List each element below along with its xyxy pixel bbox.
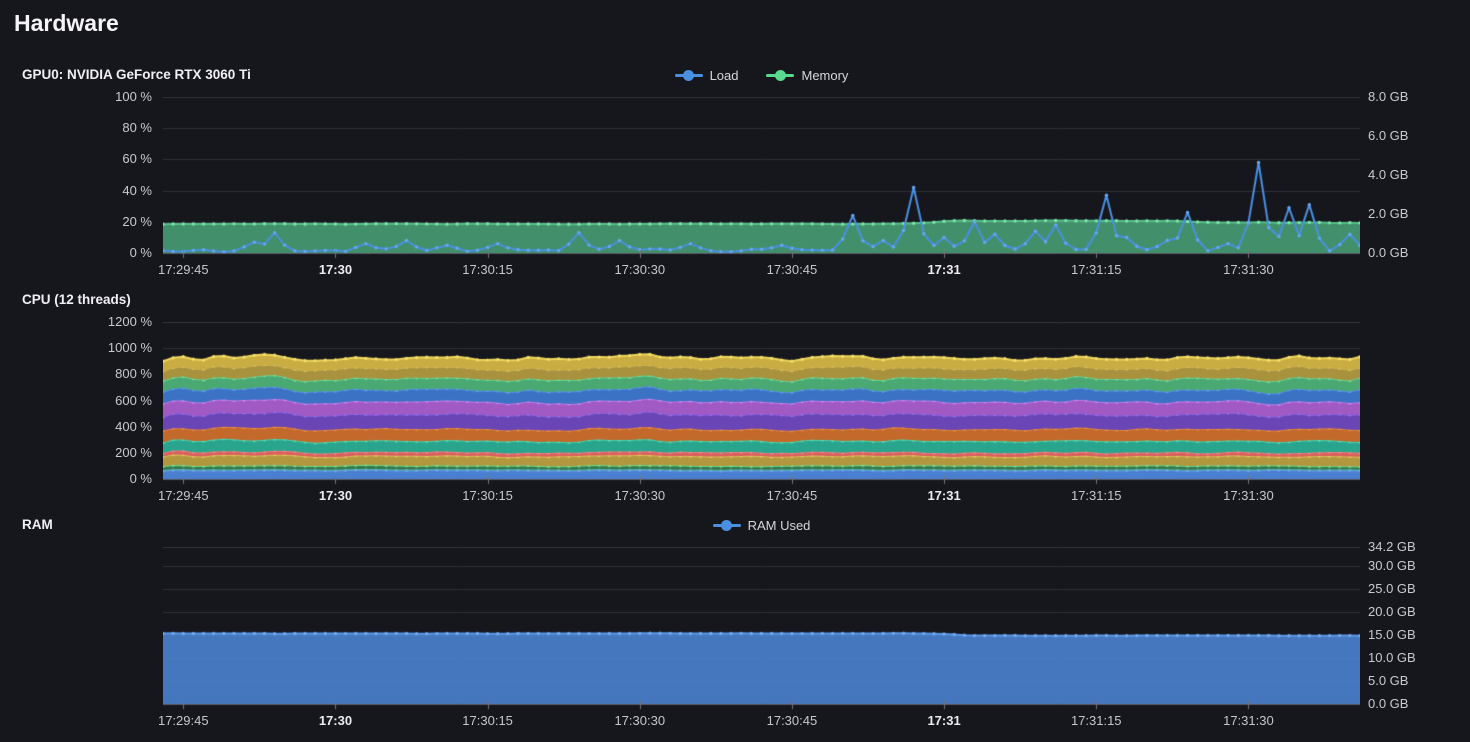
y-axis-label-left: 600 %	[115, 392, 152, 408]
legend-item-ram-used[interactable]: RAM Used	[712, 517, 811, 533]
cpu-chart-title: CPU (12 threads)	[22, 292, 131, 307]
y-axis-label-left: 40 %	[122, 182, 152, 198]
y-axis-label-left: 0 %	[129, 245, 152, 260]
y-axis-label-left: 60 %	[122, 151, 152, 167]
x-axis-label: 17:30:45	[766, 488, 818, 503]
y-axis-label-left: 400 %	[115, 418, 152, 434]
y-axis-label-right: 8.0 GB	[1368, 89, 1409, 104]
x-axis-label: 17:31	[927, 488, 961, 503]
x-axis-label: 17:29:45	[157, 262, 209, 277]
cpu-chart-canvas[interactable]	[163, 322, 1360, 485]
legend-label: Load	[709, 67, 739, 83]
ram-chart-title: RAM	[22, 517, 53, 532]
x-axis-label: 17:29:45	[157, 713, 209, 728]
x-axis-label: 17:31	[927, 262, 961, 277]
y-axis-label-right: 30.0 GB	[1368, 558, 1416, 574]
x-axis-label: 17:31:15	[1070, 262, 1122, 277]
y-axis-label-left: 100 %	[115, 89, 152, 104]
y-axis-label-right: 5.0 GB	[1368, 673, 1409, 689]
y-axis-label-right: 15.0 GB	[1368, 627, 1416, 643]
y-axis-label-left: 1200 %	[107, 314, 152, 329]
y-axis-label-right: 10.0 GB	[1368, 650, 1416, 666]
gpu-legend: Load Memory	[163, 66, 1360, 84]
legend-item-load[interactable]: Load	[674, 67, 739, 83]
y-axis-label-right: 20.0 GB	[1368, 604, 1416, 620]
ram-chart-canvas[interactable]	[163, 547, 1360, 710]
legend-marker-icon	[712, 519, 741, 531]
x-axis-label: 17:31:30	[1223, 713, 1274, 728]
gpu-chart-title: GPU0: NVIDIA GeForce RTX 3060 Ti	[22, 67, 251, 82]
x-axis-label: 17:31:30	[1223, 262, 1274, 277]
x-axis-label: 17:30:15	[462, 262, 513, 277]
gpu-chart-canvas[interactable]	[163, 97, 1360, 259]
x-axis-label: 17:29:45	[157, 488, 209, 503]
legend-label: Memory	[801, 67, 849, 83]
page-title: Hardware	[14, 10, 119, 36]
x-axis-label: 17:31:30	[1223, 488, 1274, 503]
y-axis-label-right: 6.0 GB	[1368, 128, 1409, 143]
x-axis-label: 17:30:45	[766, 262, 818, 277]
y-axis-label-left: 200 %	[115, 444, 152, 460]
x-axis-label: 17:30:45	[766, 713, 818, 728]
y-axis-label-left: 80 %	[122, 120, 152, 136]
y-axis-label-right: 0.0 GB	[1368, 245, 1409, 260]
y-axis-label-right: 0.0 GB	[1368, 696, 1409, 711]
y-axis-label-right: 34.2 GB	[1368, 539, 1416, 554]
legend-marker-icon	[766, 69, 795, 81]
x-axis-label: 17:30	[318, 488, 353, 503]
legend-item-memory[interactable]: Memory	[766, 68, 848, 83]
y-axis-label-right: 25.0 GB	[1368, 581, 1416, 597]
x-axis-label: 17:31	[927, 713, 961, 728]
legend-marker-icon	[674, 69, 703, 81]
y-axis-label-left: 800 %	[115, 366, 152, 382]
y-axis-label-left: 20 %	[122, 213, 152, 229]
x-axis-label: 17:30	[318, 713, 353, 728]
x-axis-label: 17:31:15	[1070, 713, 1122, 728]
x-axis-label: 17:30:15	[462, 488, 513, 503]
y-axis-label-left: 0 %	[129, 471, 152, 486]
x-axis-label: 17:30	[318, 262, 353, 277]
x-axis-label: 17:30:30	[614, 262, 666, 277]
y-axis-label-left: 1000 %	[107, 340, 152, 356]
x-axis-label: 17:30:30	[614, 488, 666, 503]
x-axis-label: 17:30:15	[462, 713, 513, 728]
x-axis-label: 17:31:15	[1070, 488, 1122, 503]
ram-legend: RAM Used	[163, 516, 1360, 534]
x-axis-label: 17:30:30	[614, 713, 666, 728]
legend-label: RAM Used	[747, 517, 811, 533]
y-axis-label-right: 2.0 GB	[1368, 206, 1409, 221]
y-axis-label-right: 4.0 GB	[1368, 167, 1409, 182]
